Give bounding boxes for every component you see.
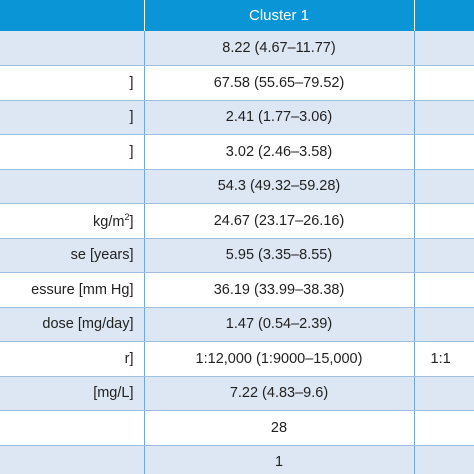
cluster-1-value: 1 xyxy=(143,445,415,474)
cluster-1-value: 3.02 (2.46–3.58) xyxy=(143,134,415,170)
cluster-2-value xyxy=(414,238,474,273)
row-label xyxy=(0,31,144,66)
cluster-2-value xyxy=(414,272,474,308)
table-row: ] 3.02 (2.46–3.58) xyxy=(0,134,474,170)
row-label: r] xyxy=(0,341,144,377)
cluster-1-value: 36.19 (33.99–38.38) xyxy=(143,272,415,308)
cluster-2-value xyxy=(414,410,474,446)
cluster-2-value xyxy=(414,376,474,411)
cluster-1-value: 67.58 (55.65–79.52) xyxy=(143,65,415,101)
row-label-suffix: ] xyxy=(129,213,134,230)
cluster-1-value: 7.22 (4.83–9.6) xyxy=(143,376,415,411)
cluster-2-value xyxy=(414,445,474,474)
cluster-2-value xyxy=(414,65,474,101)
table-header-row: Cluster 1 xyxy=(0,0,474,31)
cluster-2-value xyxy=(414,134,474,170)
cluster-2-value xyxy=(414,169,474,204)
row-label xyxy=(0,169,144,204)
row-label-superscript: 2 xyxy=(124,211,130,222)
header-label-column xyxy=(0,0,145,31)
row-label: ] xyxy=(0,134,144,170)
row-label: ] xyxy=(0,100,144,135)
table-row: 1 xyxy=(0,445,474,474)
table-row: ] 2.41 (1.77–3.06) xyxy=(0,100,474,135)
row-label: kg/m2] xyxy=(0,203,144,239)
table-row: 28 xyxy=(0,410,474,446)
cluster-1-value: 8.22 (4.67–11.77) xyxy=(143,31,415,66)
cluster-2-value xyxy=(414,307,474,342)
header-cluster-1: Cluster 1 xyxy=(144,0,415,31)
cluster-1-value: 5.95 (3.35–8.55) xyxy=(143,238,415,273)
cluster-1-value: 1:12,000 (1:9000–15,000) xyxy=(143,341,415,377)
row-label xyxy=(0,445,144,474)
cluster-2-value: 1:1 xyxy=(414,341,474,377)
cluster-1-value: 1.47 (0.54–2.39) xyxy=(143,307,415,342)
row-label: essure [mm Hg] xyxy=(0,272,144,308)
table-row: ] 67.58 (55.65–79.52) xyxy=(0,65,474,101)
table-row: 8.22 (4.67–11.77) xyxy=(0,31,474,66)
row-label: ] xyxy=(0,65,144,101)
table-row: kg/m2] 24.67 (23.17–26.16) xyxy=(0,203,474,239)
cluster-1-value: 28 xyxy=(143,410,415,446)
cluster-1-value: 2.41 (1.77–3.06) xyxy=(143,100,415,135)
row-label: se [years] xyxy=(0,238,144,273)
cluster-2-value xyxy=(414,100,474,135)
cluster-1-value: 54.3 (49.32–59.28) xyxy=(143,169,415,204)
table-row: r] 1:12,000 (1:9000–15,000) 1:1 xyxy=(0,341,474,377)
row-label: dose [mg/day] xyxy=(0,307,144,342)
cluster-2-value xyxy=(414,203,474,239)
header-cluster-2 xyxy=(414,0,474,31)
table-row: se [years] 5.95 (3.35–8.55) xyxy=(0,238,474,273)
row-label: [mg/L] xyxy=(0,376,144,411)
cluster-2-value xyxy=(414,31,474,66)
cluster-1-value: 24.67 (23.17–26.16) xyxy=(143,203,415,239)
table-row: dose [mg/day] 1.47 (0.54–2.39) xyxy=(0,307,474,342)
table-row: 54.3 (49.32–59.28) xyxy=(0,169,474,204)
row-label xyxy=(0,410,144,446)
table-row: essure [mm Hg] 36.19 (33.99–38.38) xyxy=(0,272,474,308)
table-row: [mg/L] 7.22 (4.83–9.6) xyxy=(0,376,474,411)
row-label-text: kg/m xyxy=(93,213,125,230)
